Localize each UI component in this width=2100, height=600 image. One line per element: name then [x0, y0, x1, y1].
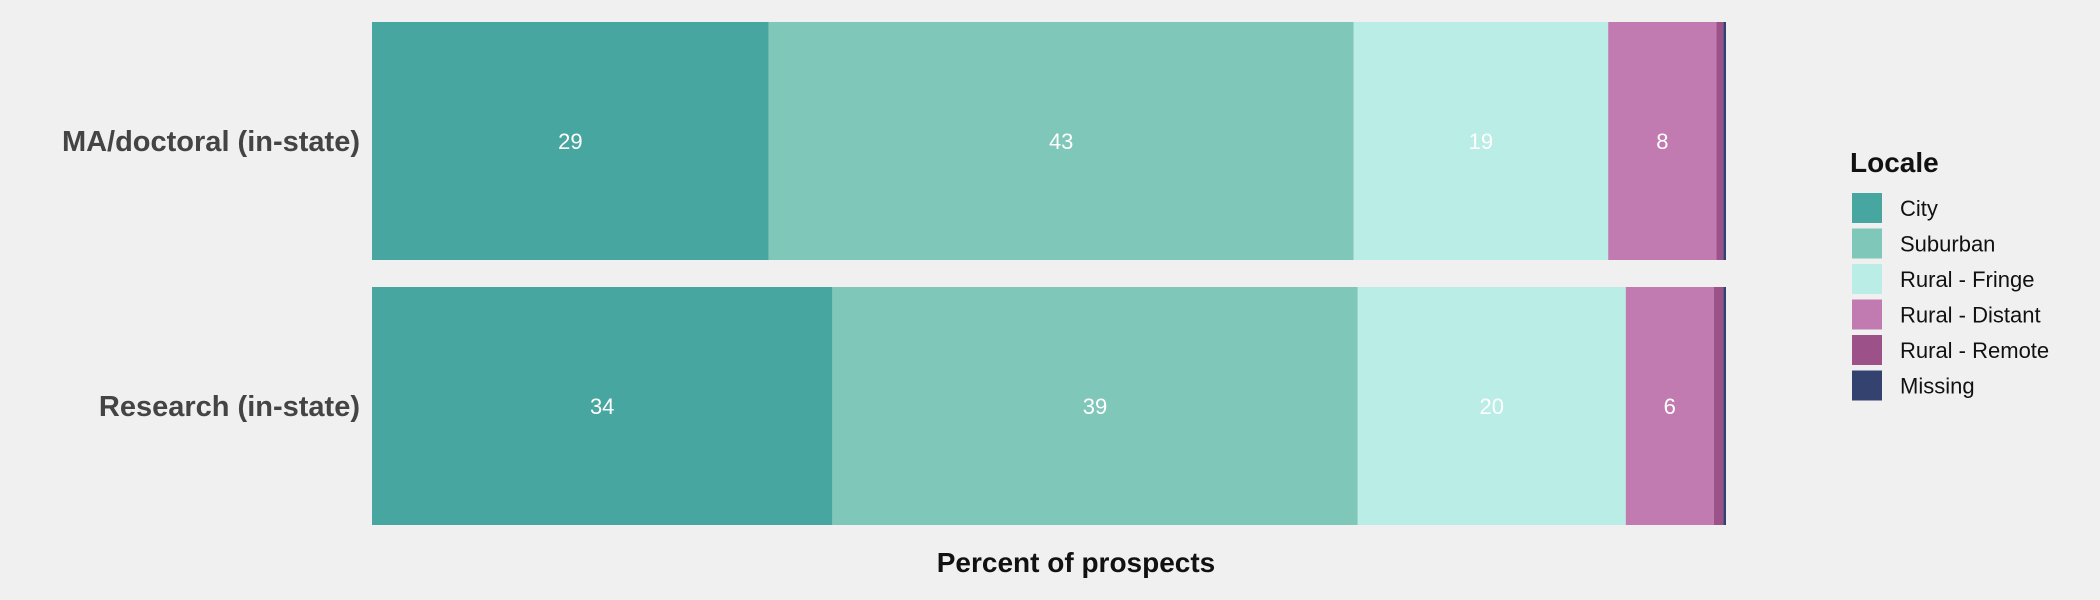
legend-label: Missing [1900, 374, 1975, 399]
bar-segment [1625, 287, 1714, 525]
bar-segment [1716, 22, 1724, 260]
data-label: 20 [1480, 394, 1504, 419]
data-label: 29 [558, 129, 582, 154]
category-label: Research (in-state) [99, 391, 360, 423]
bar-segment [1357, 287, 1626, 525]
category-label: MA/doctoral (in-state) [62, 126, 360, 158]
legend-swatch [1852, 228, 1882, 259]
data-label: 34 [590, 394, 614, 419]
bar-segment [372, 22, 769, 260]
data-label: 6 [1664, 394, 1676, 419]
legend-label: Rural - Distant [1900, 303, 2041, 328]
bar-segment [832, 287, 1358, 525]
legend-swatch [1852, 299, 1882, 330]
bar-segment [1723, 22, 1726, 260]
data-label: 19 [1469, 129, 1493, 154]
bars-layer [372, 22, 1726, 525]
bar-segment [1353, 22, 1609, 260]
legend-label: Rural - Fringe [1900, 267, 2034, 292]
legend-label: Suburban [1900, 232, 1995, 257]
legend-label: Rural - Remote [1900, 338, 2049, 363]
bar-segment [1713, 287, 1724, 525]
legend-swatch [1852, 370, 1882, 401]
bar-segment [1608, 22, 1717, 260]
legend-swatch [1852, 193, 1882, 223]
bar-segment [372, 287, 833, 525]
category-labels: MA/doctoral (in-state) Research (in-state… [62, 126, 360, 423]
legend-items: City Suburban Rural - Fringe Rural - Distan… [1852, 193, 2049, 401]
legend-title: Locale [1850, 147, 1939, 178]
legend-swatch [1852, 264, 1882, 294]
data-label: 39 [1083, 394, 1107, 419]
legend: Locale City Suburban Rural - Fringe Rural -… [1850, 147, 2049, 401]
data-label: 8 [1656, 129, 1668, 154]
bar-segment [1723, 287, 1726, 525]
legend-label: City [1900, 196, 1938, 221]
bar-segment [768, 22, 1354, 260]
data-labels-layer: 29 43 19 8 34 39 20 6 [558, 129, 1676, 419]
legend-swatch [1852, 335, 1882, 365]
x-axis-title: Percent of prospects [937, 547, 1216, 578]
data-label: 43 [1049, 129, 1073, 154]
